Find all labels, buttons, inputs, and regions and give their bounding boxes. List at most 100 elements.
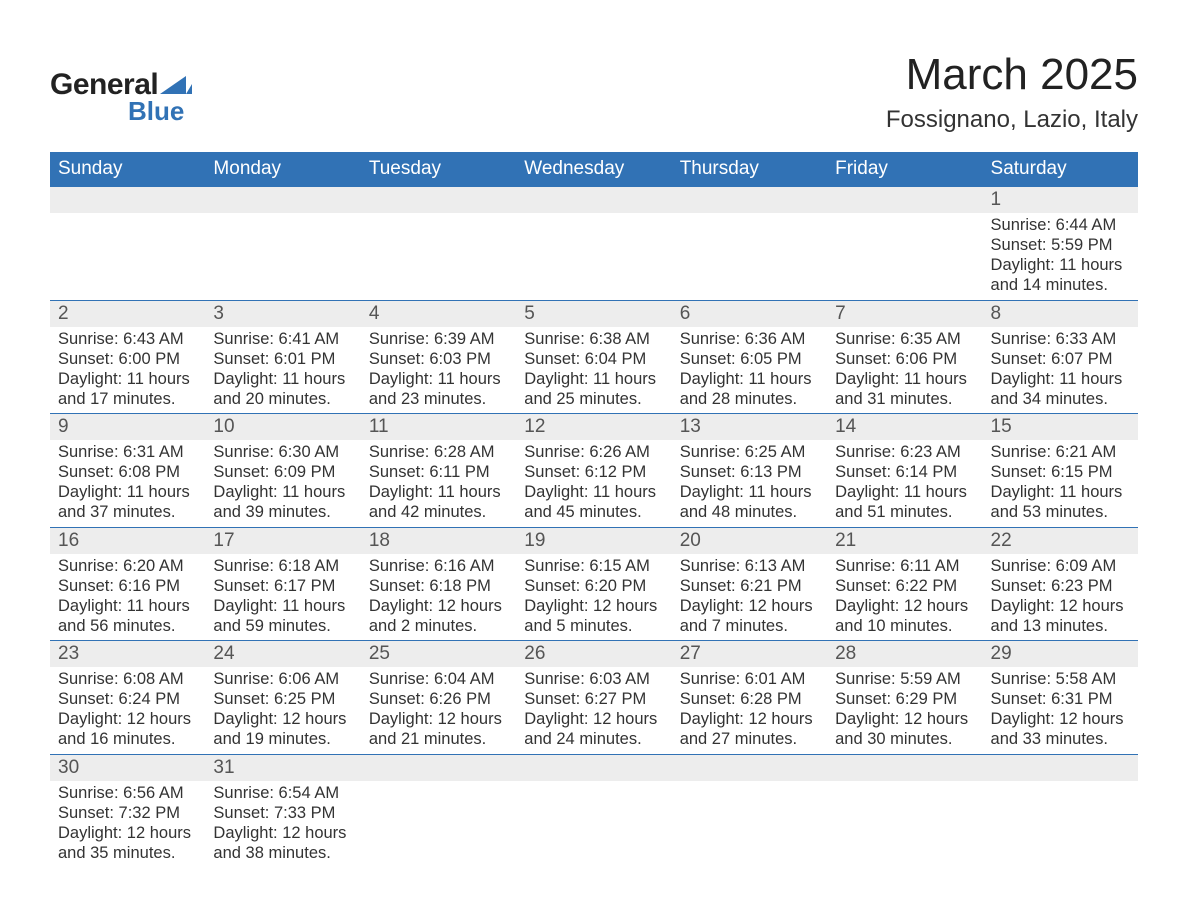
sunset-line: Sunset: 6:18 PM [369, 576, 508, 596]
day-data: Sunrise: 6:09 AMSunset: 6:23 PMDaylight:… [983, 554, 1138, 641]
day-number: 27 [672, 641, 827, 667]
title-block: March 2025 Fossignano, Lazio, Italy [886, 50, 1138, 134]
sunrise-line: Sunrise: 6:01 AM [680, 669, 819, 689]
day-number [983, 755, 1138, 781]
day-data-cell [672, 781, 827, 868]
day-number-cell: 13 [672, 414, 827, 441]
daylight-line-1: Daylight: 12 hours [58, 823, 197, 843]
day-data-cell: Sunrise: 6:35 AMSunset: 6:06 PMDaylight:… [827, 327, 982, 414]
calendar-header-row: SundayMondayTuesdayWednesdayThursdayFrid… [50, 152, 1138, 187]
daylight-line-2: and 16 minutes. [58, 729, 197, 749]
day-data [361, 781, 516, 807]
day-data: Sunrise: 5:58 AMSunset: 6:31 PMDaylight:… [983, 667, 1138, 754]
day-data: Sunrise: 6:25 AMSunset: 6:13 PMDaylight:… [672, 440, 827, 527]
day-data: Sunrise: 6:41 AMSunset: 6:01 PMDaylight:… [205, 327, 360, 414]
daylight-line-1: Daylight: 11 hours [213, 369, 352, 389]
sunrise-line: Sunrise: 6:26 AM [524, 442, 663, 462]
sunset-line: Sunset: 6:13 PM [680, 462, 819, 482]
week-daynum-row: 3031 [50, 754, 1138, 781]
day-number: 23 [50, 641, 205, 667]
day-data-cell: Sunrise: 6:13 AMSunset: 6:21 PMDaylight:… [672, 554, 827, 641]
day-number [516, 755, 671, 781]
day-data-cell [827, 213, 982, 300]
day-number: 1 [983, 187, 1138, 213]
sunset-line: Sunset: 7:32 PM [58, 803, 197, 823]
weekday-header: Tuesday [361, 152, 516, 187]
sunrise-line: Sunrise: 6:33 AM [991, 329, 1130, 349]
sunrise-line: Sunrise: 6:15 AM [524, 556, 663, 576]
daylight-line-2: and 39 minutes. [213, 502, 352, 522]
sunset-line: Sunset: 6:14 PM [835, 462, 974, 482]
daylight-line-1: Daylight: 11 hours [58, 596, 197, 616]
week-data-row: Sunrise: 6:56 AMSunset: 7:32 PMDaylight:… [50, 781, 1138, 868]
sunset-line: Sunset: 6:11 PM [369, 462, 508, 482]
calendar-table: SundayMondayTuesdayWednesdayThursdayFrid… [50, 152, 1138, 867]
week-daynum-row: 1 [50, 187, 1138, 214]
day-number-cell: 14 [827, 414, 982, 441]
day-data-cell [516, 781, 671, 868]
day-number-cell [827, 754, 982, 781]
sunrise-line: Sunrise: 6:43 AM [58, 329, 197, 349]
day-number [672, 755, 827, 781]
daylight-line-1: Daylight: 11 hours [58, 482, 197, 502]
sunset-line: Sunset: 6:03 PM [369, 349, 508, 369]
day-data-cell: Sunrise: 6:18 AMSunset: 6:17 PMDaylight:… [205, 554, 360, 641]
daylight-line-1: Daylight: 11 hours [369, 482, 508, 502]
daylight-line-2: and 31 minutes. [835, 389, 974, 409]
daylight-line-2: and 30 minutes. [835, 729, 974, 749]
day-number-cell: 19 [516, 527, 671, 554]
day-number: 29 [983, 641, 1138, 667]
day-data: Sunrise: 6:43 AMSunset: 6:00 PMDaylight:… [50, 327, 205, 414]
sunrise-line: Sunrise: 6:13 AM [680, 556, 819, 576]
daylight-line-2: and 59 minutes. [213, 616, 352, 636]
day-data-cell: Sunrise: 6:54 AMSunset: 7:33 PMDaylight:… [205, 781, 360, 868]
day-data-cell: Sunrise: 6:16 AMSunset: 6:18 PMDaylight:… [361, 554, 516, 641]
day-data-cell: Sunrise: 6:06 AMSunset: 6:25 PMDaylight:… [205, 667, 360, 754]
day-number-cell [516, 187, 671, 214]
daylight-line-2: and 53 minutes. [991, 502, 1130, 522]
day-number-cell: 21 [827, 527, 982, 554]
week-daynum-row: 16171819202122 [50, 527, 1138, 554]
sunset-line: Sunset: 6:15 PM [991, 462, 1130, 482]
sunset-line: Sunset: 6:31 PM [991, 689, 1130, 709]
day-number-cell: 10 [205, 414, 360, 441]
day-number-cell: 6 [672, 300, 827, 327]
day-number-cell: 23 [50, 641, 205, 668]
day-data [827, 213, 982, 239]
day-data: Sunrise: 6:38 AMSunset: 6:04 PMDaylight:… [516, 327, 671, 414]
sunrise-line: Sunrise: 6:35 AM [835, 329, 974, 349]
day-data-cell [205, 213, 360, 300]
day-data-cell: Sunrise: 6:28 AMSunset: 6:11 PMDaylight:… [361, 440, 516, 527]
day-number-cell: 4 [361, 300, 516, 327]
day-data: Sunrise: 6:21 AMSunset: 6:15 PMDaylight:… [983, 440, 1138, 527]
week-data-row: Sunrise: 6:31 AMSunset: 6:08 PMDaylight:… [50, 440, 1138, 527]
sunrise-line: Sunrise: 6:41 AM [213, 329, 352, 349]
day-number-cell: 30 [50, 754, 205, 781]
sunrise-line: Sunrise: 6:31 AM [58, 442, 197, 462]
day-data-cell: Sunrise: 6:33 AMSunset: 6:07 PMDaylight:… [983, 327, 1138, 414]
day-number-cell [672, 187, 827, 214]
day-data: Sunrise: 6:13 AMSunset: 6:21 PMDaylight:… [672, 554, 827, 641]
day-number-cell: 17 [205, 527, 360, 554]
daylight-line-1: Daylight: 12 hours [369, 596, 508, 616]
sunset-line: Sunset: 6:17 PM [213, 576, 352, 596]
sunset-line: Sunset: 6:29 PM [835, 689, 974, 709]
day-number-cell [361, 187, 516, 214]
day-number-cell: 5 [516, 300, 671, 327]
header: General Blue March 2025 Fossignano, Lazi… [50, 50, 1138, 134]
day-data [983, 781, 1138, 807]
daylight-line-1: Daylight: 12 hours [991, 596, 1130, 616]
day-number [827, 755, 982, 781]
week-data-row: Sunrise: 6:44 AMSunset: 5:59 PMDaylight:… [50, 213, 1138, 300]
sunrise-line: Sunrise: 6:20 AM [58, 556, 197, 576]
day-data-cell: Sunrise: 6:04 AMSunset: 6:26 PMDaylight:… [361, 667, 516, 754]
day-data [361, 213, 516, 239]
week-daynum-row: 23242526272829 [50, 641, 1138, 668]
week-data-row: Sunrise: 6:08 AMSunset: 6:24 PMDaylight:… [50, 667, 1138, 754]
day-data-cell: Sunrise: 6:01 AMSunset: 6:28 PMDaylight:… [672, 667, 827, 754]
day-number [827, 187, 982, 213]
day-data: Sunrise: 6:36 AMSunset: 6:05 PMDaylight:… [672, 327, 827, 414]
sunrise-line: Sunrise: 6:09 AM [991, 556, 1130, 576]
day-data-cell: Sunrise: 6:56 AMSunset: 7:32 PMDaylight:… [50, 781, 205, 868]
day-data-cell: Sunrise: 6:03 AMSunset: 6:27 PMDaylight:… [516, 667, 671, 754]
